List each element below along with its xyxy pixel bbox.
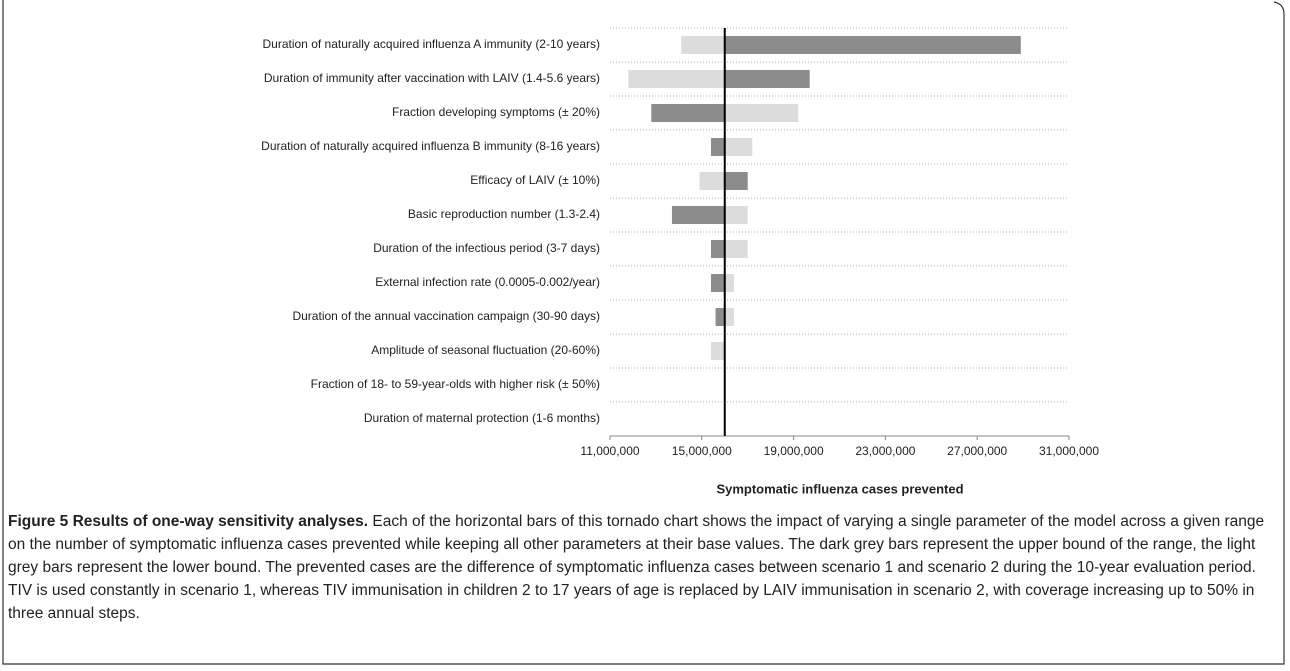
bar bbox=[724, 206, 748, 224]
category-label: Duration of maternal protection (1-6 mon… bbox=[364, 411, 600, 425]
bar bbox=[724, 36, 1021, 54]
category-label: Amplitude of seasonal fluctuation (20-60… bbox=[371, 343, 600, 357]
bar bbox=[724, 138, 753, 156]
bar bbox=[724, 240, 748, 258]
x-tick-label: 11,000,000 bbox=[580, 444, 639, 458]
x-tick-label: 15,000,000 bbox=[672, 444, 732, 458]
category-label: Duration of naturally acquired influenza… bbox=[263, 37, 601, 51]
bar bbox=[715, 308, 725, 326]
category-label: Duration of naturally acquired influenza… bbox=[261, 139, 600, 153]
bar bbox=[628, 70, 725, 88]
bar bbox=[681, 36, 725, 54]
bar bbox=[699, 172, 725, 190]
bar bbox=[724, 308, 734, 326]
category-label: Duration of the infectious period (3-7 d… bbox=[373, 241, 600, 255]
caption: Figure 5 Results of one-way sensitivity … bbox=[8, 510, 1274, 625]
category-label: Efficacy of LAIV (± 10%) bbox=[470, 173, 600, 187]
bar bbox=[724, 172, 748, 190]
bar bbox=[724, 274, 734, 292]
category-label: External infection rate (0.0005-0.002/ye… bbox=[375, 275, 600, 289]
category-label: Fraction of 18- to 59-year-olds with hig… bbox=[311, 377, 600, 391]
bar bbox=[671, 206, 725, 224]
caption-text: Each of the horizontal bars of this torn… bbox=[8, 513, 1265, 622]
bar bbox=[710, 274, 725, 292]
bar bbox=[710, 240, 725, 258]
x-axis-title: Symptomatic influenza cases prevented bbox=[716, 481, 963, 496]
bar bbox=[724, 70, 810, 88]
caption-title: Results of one-way sensitivity analyses. bbox=[72, 513, 369, 530]
x-tick-label: 27,000,000 bbox=[947, 444, 1007, 458]
category-label: Fraction developing symptoms (± 20%) bbox=[392, 105, 600, 119]
x-tick-label: 19,000,000 bbox=[764, 444, 824, 458]
bar bbox=[710, 138, 725, 156]
caption-label: Figure 5 bbox=[8, 513, 69, 530]
category-label: Duration of immunity after vaccination w… bbox=[264, 71, 600, 85]
bar bbox=[651, 104, 725, 122]
bar bbox=[710, 342, 725, 360]
x-tick-label: 23,000,000 bbox=[855, 444, 915, 458]
x-tick-label: 31,000,000 bbox=[1039, 444, 1099, 458]
category-label: Basic reproduction number (1.3-2.4) bbox=[408, 207, 600, 221]
bar bbox=[724, 104, 799, 122]
category-label: Duration of the annual vaccination campa… bbox=[292, 309, 600, 323]
